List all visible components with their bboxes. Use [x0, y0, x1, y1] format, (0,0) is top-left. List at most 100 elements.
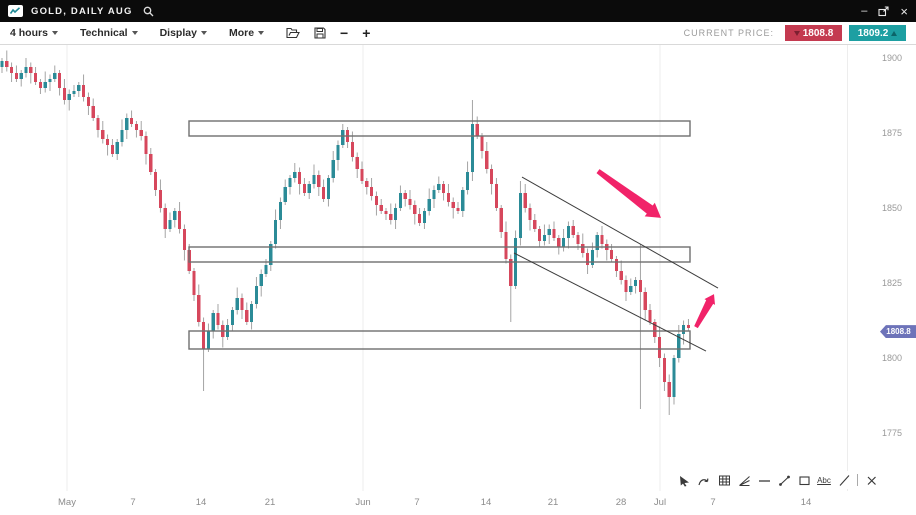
search-icon[interactable] [143, 6, 154, 17]
candle-body [206, 331, 210, 349]
candle-body [264, 265, 268, 274]
candle-body [67, 94, 71, 100]
candle-body [538, 229, 542, 241]
bid-price-value: 1808.8 [802, 27, 834, 39]
candle-body [662, 358, 666, 382]
price-axis[interactable]: 1900 1875 1850 1825 1800 1775 1808.8 [847, 45, 916, 491]
candle-body [456, 208, 460, 211]
candle-body [72, 91, 76, 94]
candle-body [110, 145, 114, 154]
candle-body [240, 298, 244, 310]
candle-body [202, 322, 206, 349]
candle-body [19, 73, 23, 79]
more-dropdown[interactable]: More [229, 27, 265, 39]
candle-body [547, 229, 551, 235]
zoom-in-button[interactable]: + [362, 25, 371, 41]
close-button[interactable]: × [900, 3, 908, 19]
candle-body [144, 136, 148, 154]
bid-price-badge: 1808.8 [785, 25, 842, 41]
candle-body [149, 154, 153, 172]
horizontal-line-tool-icon[interactable] [757, 473, 771, 487]
candle-body [470, 124, 474, 172]
candle-body [10, 67, 14, 73]
candle-body [686, 325, 690, 328]
candle-body [43, 82, 47, 88]
candle-body [77, 85, 81, 91]
candle-body [125, 118, 129, 130]
candle-body [163, 208, 167, 229]
candle-body [403, 193, 407, 199]
support-zone-1805 [188, 330, 691, 350]
candle-body [96, 118, 100, 130]
candle-body [610, 250, 614, 259]
candle-body [446, 193, 450, 202]
date-tick-label: May [58, 497, 76, 508]
candle-body [552, 229, 556, 238]
chevron-down-icon [258, 31, 265, 35]
candle-body [475, 124, 479, 136]
candle-body [331, 160, 335, 178]
channel-tool-icon[interactable] [737, 473, 751, 487]
chart-area[interactable] [0, 45, 847, 491]
candle-body [58, 73, 62, 88]
candle-body [53, 73, 57, 79]
candle-body [528, 208, 532, 220]
candle-body [677, 334, 681, 358]
date-tick-label: Jul [653, 497, 667, 508]
candle-body [370, 187, 374, 196]
save-icon[interactable] [314, 27, 326, 39]
timeframe-dropdown[interactable]: 4 hours [10, 27, 58, 39]
candle-body [379, 205, 383, 211]
candle-body [374, 196, 378, 205]
candle-body [0, 61, 4, 67]
zoom-out-button[interactable]: − [340, 25, 349, 41]
channel-lower [513, 252, 707, 352]
candle-body [48, 79, 52, 82]
candle-body [269, 244, 273, 265]
candle-body [158, 190, 162, 208]
candle-body [302, 184, 306, 193]
diagonal-line-tool-icon[interactable] [837, 473, 851, 487]
candle-body [682, 325, 686, 334]
candle-body [408, 199, 412, 205]
trendline-tool-icon[interactable] [777, 473, 791, 487]
display-dropdown[interactable]: Display [160, 27, 207, 39]
date-tick-label: Jun [355, 497, 371, 508]
open-folder-icon[interactable] [286, 27, 300, 39]
candle-body [427, 199, 431, 211]
toolbar-divider [857, 474, 858, 486]
text-tool-icon[interactable]: Abc [817, 475, 831, 485]
candle-body [624, 280, 628, 292]
candle-body [274, 220, 278, 244]
candle-body [442, 184, 446, 193]
candle-body [91, 106, 95, 118]
curve-tool-icon[interactable] [697, 473, 711, 487]
remove-tool-icon[interactable] [864, 473, 878, 487]
candle-body [168, 220, 172, 229]
candle-body [413, 205, 417, 214]
candle-body [5, 61, 9, 67]
grid-tool-icon[interactable] [717, 473, 731, 487]
date-tick-label: 14 [195, 497, 207, 508]
candle-body [29, 67, 33, 73]
technical-dropdown-label: Technical [79, 27, 128, 39]
ask-price-value: 1809.2 [857, 27, 889, 39]
cursor-tool-icon[interactable] [677, 473, 691, 487]
candle-body [494, 184, 498, 208]
rectangle-tool-icon[interactable] [797, 473, 811, 487]
restore-button[interactable] [878, 5, 889, 17]
date-axis[interactable]: May 7 14 21 Jun 7 14 21 28 Jul 7 14 [0, 491, 847, 515]
drawing-toolbar: Abc [675, 471, 880, 489]
candle-body [365, 181, 369, 187]
date-tick-label: 7 [710, 497, 716, 508]
technical-dropdown[interactable]: Technical [80, 27, 138, 39]
candle-body [298, 172, 302, 184]
timeframe-dropdown-label: 4 hours [10, 27, 48, 39]
toolbar: 4 hours Technical Display More − + CURRE… [0, 22, 916, 45]
chevron-down-icon [51, 31, 58, 35]
candle-body [24, 67, 28, 73]
candle-body [355, 157, 359, 169]
candlestick-chart[interactable] [0, 45, 847, 491]
minimize-button[interactable]: – [861, 4, 868, 17]
